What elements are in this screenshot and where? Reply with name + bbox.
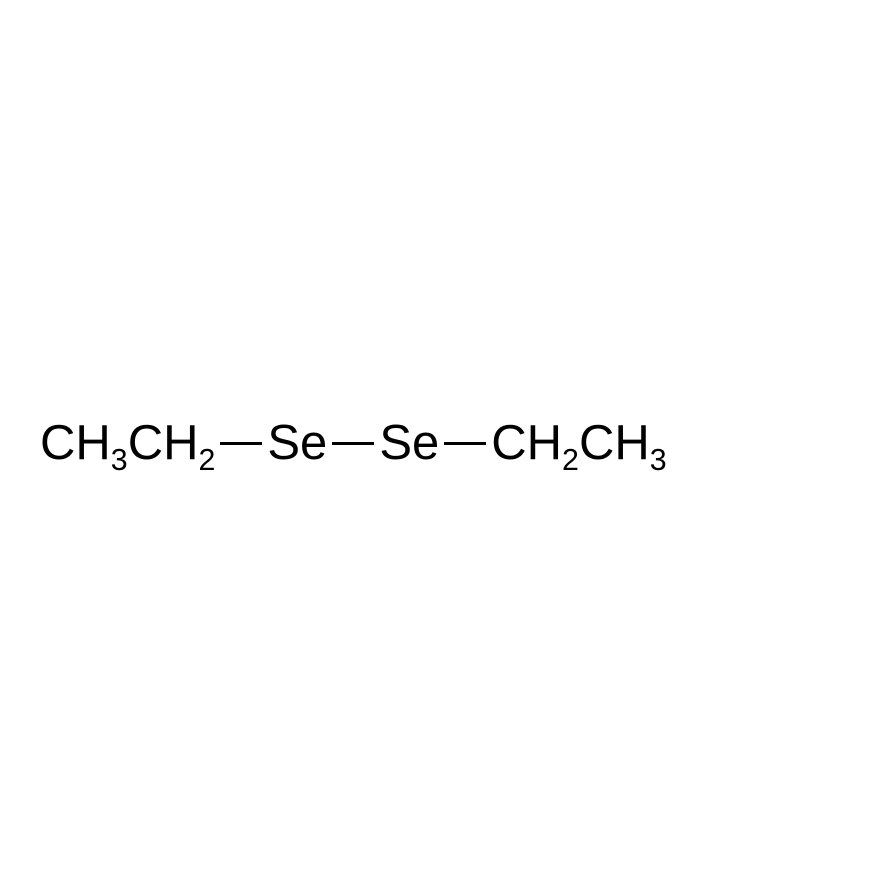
bond-1 xyxy=(220,442,262,445)
group-ch3-right: CH 3 xyxy=(579,415,667,471)
label-ch2-left-c: CH xyxy=(128,415,199,471)
group-se-1: Se xyxy=(267,415,327,471)
label-se-1: Se xyxy=(267,415,327,471)
label-ch3-right-c: CH xyxy=(579,415,650,471)
group-ch2-right: CH 2 xyxy=(491,415,579,471)
group-ch2-left: CH 2 xyxy=(128,415,216,471)
label-ch2-left-sub: 2 xyxy=(198,445,215,475)
bond-3 xyxy=(444,442,486,445)
group-se-2: Se xyxy=(379,415,439,471)
diagram-canvas: CH 3 CH 2 Se Se CH 2 CH 3 xyxy=(0,0,890,890)
label-ch2-right-sub: 2 xyxy=(562,445,579,475)
chemical-formula: CH 3 CH 2 Se Se CH 2 CH 3 xyxy=(40,415,667,471)
label-ch2-right-c: CH xyxy=(491,415,562,471)
label-ch3-left-c: CH xyxy=(40,415,111,471)
label-se-2: Se xyxy=(379,415,439,471)
bond-2 xyxy=(332,442,374,445)
group-ch3-left: CH 3 xyxy=(40,415,128,471)
label-ch3-left-sub: 3 xyxy=(111,445,128,475)
label-ch3-right-sub: 3 xyxy=(650,445,667,475)
